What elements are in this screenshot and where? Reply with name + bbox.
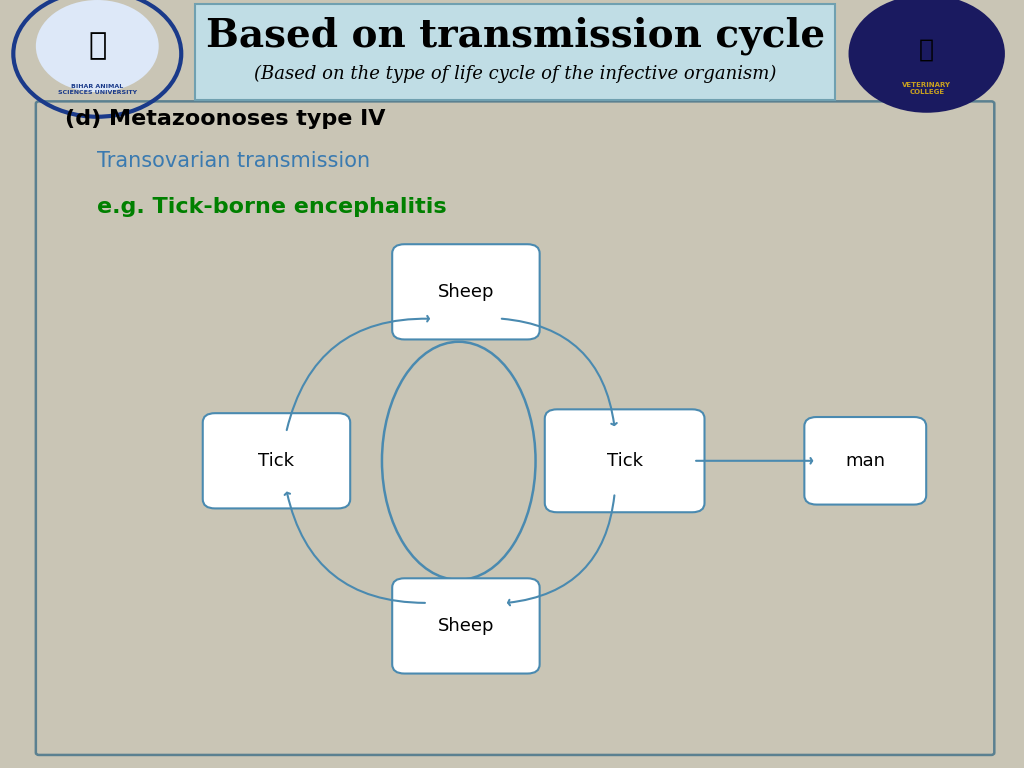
Text: 🐄: 🐄 xyxy=(88,31,106,61)
Text: Tick: Tick xyxy=(606,452,643,470)
FancyBboxPatch shape xyxy=(392,578,540,674)
FancyBboxPatch shape xyxy=(0,0,1024,100)
Text: (Based on the type of life cycle of the infective organism): (Based on the type of life cycle of the … xyxy=(254,65,776,83)
Text: Sheep: Sheep xyxy=(437,283,495,301)
FancyBboxPatch shape xyxy=(392,244,540,339)
Text: (d) Metazoonoses type IV: (d) Metazoonoses type IV xyxy=(65,109,385,129)
Circle shape xyxy=(36,0,159,92)
Text: Based on transmission cycle: Based on transmission cycle xyxy=(206,16,824,55)
Text: man: man xyxy=(845,452,886,470)
Circle shape xyxy=(850,0,1004,111)
Text: e.g. Tick-borne encephalitis: e.g. Tick-borne encephalitis xyxy=(97,197,446,217)
Text: Sheep: Sheep xyxy=(437,617,495,635)
FancyBboxPatch shape xyxy=(195,4,835,100)
Text: Tick: Tick xyxy=(258,452,295,470)
Text: BIHAR ANIMAL
SCIENCES UNIVERSITY: BIHAR ANIMAL SCIENCES UNIVERSITY xyxy=(57,84,137,95)
FancyBboxPatch shape xyxy=(36,101,994,755)
Text: VETERINARY
COLLEGE: VETERINARY COLLEGE xyxy=(902,82,951,94)
FancyBboxPatch shape xyxy=(545,409,705,512)
FancyBboxPatch shape xyxy=(805,417,926,505)
Text: Transovarian transmission: Transovarian transmission xyxy=(97,151,371,171)
Text: 🎓: 🎓 xyxy=(920,38,934,62)
FancyBboxPatch shape xyxy=(203,413,350,508)
